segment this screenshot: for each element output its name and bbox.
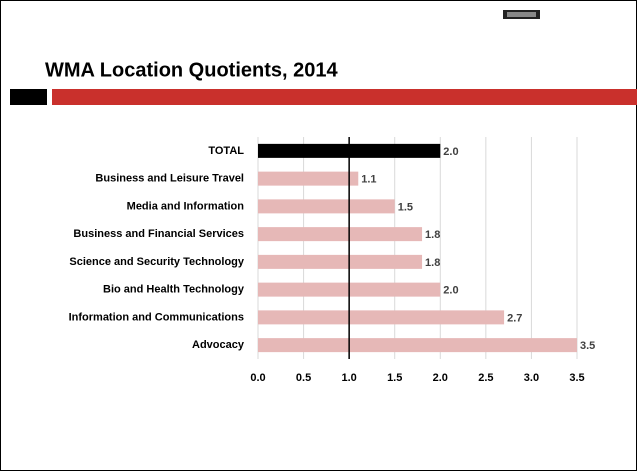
category-label: Media and Information	[127, 200, 245, 212]
x-tick-label: 2.0	[433, 372, 448, 384]
category-label: Information and Communications	[69, 311, 244, 323]
category-label: TOTAL	[208, 145, 244, 157]
x-tick-label: 1.0	[341, 372, 356, 384]
x-tick-label: 0.0	[250, 372, 265, 384]
category-label: Advocacy	[192, 339, 245, 351]
bar	[258, 254, 423, 269]
category-label: Business and Financial Services	[73, 228, 244, 240]
category-label: Science and Security Technology	[69, 256, 245, 268]
title-rule	[52, 89, 637, 105]
title-rule-block	[10, 89, 47, 105]
x-tick-label: 1.5	[387, 372, 402, 384]
chart-title: WMA Location Quotients, 2014	[45, 59, 338, 81]
bar	[258, 338, 577, 353]
bar	[258, 199, 395, 214]
category-label: Bio and Health Technology	[103, 284, 245, 296]
value-label: 2.7	[507, 312, 522, 324]
x-tick-label: 3.5	[569, 372, 584, 384]
x-tick-label: 3.0	[524, 372, 539, 384]
logo	[503, 10, 540, 19]
x-tick-label: 0.5	[296, 372, 311, 384]
value-label: 1.8	[425, 229, 440, 241]
value-label: 1.1	[361, 174, 376, 186]
bar	[258, 171, 359, 186]
value-label: 2.0	[443, 285, 458, 297]
category-label: Business and Leisure Travel	[95, 173, 244, 185]
bar	[258, 227, 423, 242]
value-label: 3.5	[580, 340, 595, 352]
bar	[258, 310, 505, 325]
value-label: 1.8	[425, 257, 440, 269]
value-label: 1.5	[398, 201, 413, 213]
x-tick-label: 2.5	[478, 372, 493, 384]
value-label: 2.0	[443, 146, 458, 158]
